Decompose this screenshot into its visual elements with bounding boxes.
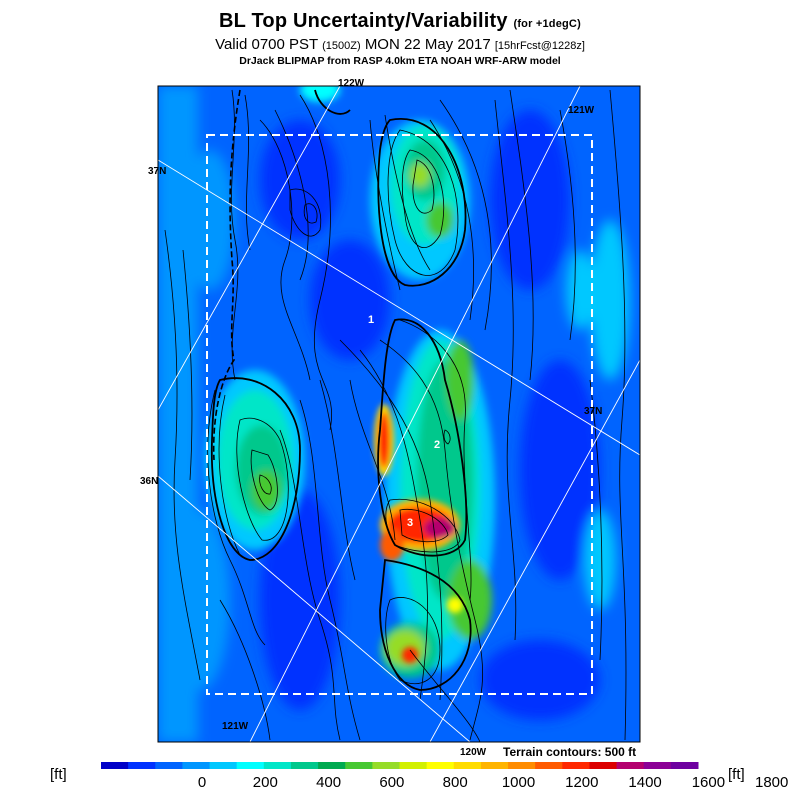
colorbar-unit-right: [ft]: [728, 766, 745, 783]
valid-date: MON 22 May 2017: [364, 36, 491, 53]
field-ridge-zones: [205, 86, 495, 678]
map-frame: [157, 85, 641, 743]
colorbar-swatch: [290, 762, 319, 769]
map-title-note: (for +1degC): [513, 18, 581, 30]
map-title-main: BL Top Uncertainty/Variability: [219, 10, 508, 32]
uncertainty-field: 1 2 3: [158, 86, 640, 742]
lon-label-122w-top: 122W: [338, 78, 365, 89]
colorbar-swatch: [372, 762, 400, 769]
colorbar-swatch: [589, 762, 618, 769]
site-markers: 1 2 3: [368, 314, 440, 529]
colorbar-swatch: [670, 762, 699, 769]
colorbar-tick-label: 800: [443, 774, 468, 791]
lat-line-36n: [158, 475, 471, 742]
colorbar-tick-label: 1200: [565, 774, 598, 791]
site-marker-2: 2: [434, 439, 440, 451]
map-title: BL Top Uncertainty/Variability (for +1de…: [0, 10, 800, 33]
colorbar-swatch: [562, 762, 590, 769]
lon-line-120w: [429, 359, 640, 742]
colorbar-swatch: [426, 762, 455, 769]
lon-line-121w: [249, 86, 581, 742]
colorbar-swatch: [508, 762, 536, 769]
colorbar-swatch: [236, 762, 265, 769]
colorbar-swatch: [535, 762, 563, 769]
colorbar-swatch: [480, 762, 509, 769]
colorbar-swatch: [616, 762, 645, 769]
colorbar-swatch: [182, 762, 211, 769]
colorbar-swatch: [345, 762, 373, 769]
colorbar-swatch: [453, 762, 482, 769]
terrain-contours: [164, 89, 627, 742]
valid-fcst: [15hrFcst@1228z]: [494, 40, 585, 52]
graticule: [158, 86, 640, 742]
lat-label-36n-left: 36N: [140, 476, 158, 487]
colorbar-swatch: [643, 762, 672, 769]
site-marker-3: 3: [407, 517, 413, 529]
terrain-contours-bold: [210, 89, 472, 691]
colorbar-unit-left: [ft]: [50, 766, 67, 783]
colorbar-tick-label: 200: [253, 774, 278, 791]
colorbar-tick-label: 1600: [692, 774, 725, 791]
valid-utc: (1500Z): [322, 40, 361, 52]
colorbar-swatch: [101, 762, 129, 769]
colorbar-swatch: [155, 762, 183, 769]
inner-domain-box: [206, 134, 593, 695]
colorbar-swatch: [128, 762, 156, 769]
colorbar-swatch: [318, 762, 346, 769]
colorbar: [101, 762, 699, 769]
lon-label-121w-bottom: 121W: [222, 721, 249, 732]
terrain-contour-note: Terrain contours: 500 ft: [503, 745, 637, 759]
colorbar-tick-label: 1400: [628, 774, 661, 791]
site-marker-1: 1: [368, 314, 374, 326]
lat-label-37n-right: 37N: [584, 406, 602, 417]
valid-prefix: Valid 0700 PST: [215, 36, 318, 53]
colorbar-swatch: [263, 762, 292, 769]
colorbar-tick-label: 0: [198, 774, 206, 791]
colorbar-tick-label: 1000: [502, 774, 535, 791]
colorbar-tick-label: 400: [316, 774, 341, 791]
colorbar-tick-labels: 0 200 400 600 800 1000 1200 1400 1600 1800: [198, 774, 789, 791]
coastline: [212, 89, 241, 461]
colorbar-swatch: [399, 762, 428, 769]
valid-time-line: Valid 0700 PST (1500Z) MON 22 May 2017 […: [0, 36, 800, 53]
lat-line-37n: [158, 159, 640, 456]
lon-label-120w-bottom: 120W: [460, 747, 487, 758]
colorbar-tick-label: 1800: [755, 774, 788, 791]
model-credit: DrJack BLIPMAP from RASP 4.0km ETA NOAH …: [239, 55, 561, 67]
colorbar-tick-label: 600: [379, 774, 404, 791]
field-low-zones: [158, 86, 630, 742]
lon-label-121w-top: 121W: [568, 105, 595, 116]
lat-label-37n-left: 37N: [148, 166, 166, 177]
colorbar-swatch: [209, 762, 238, 769]
lon-line-122w: [158, 86, 341, 411]
